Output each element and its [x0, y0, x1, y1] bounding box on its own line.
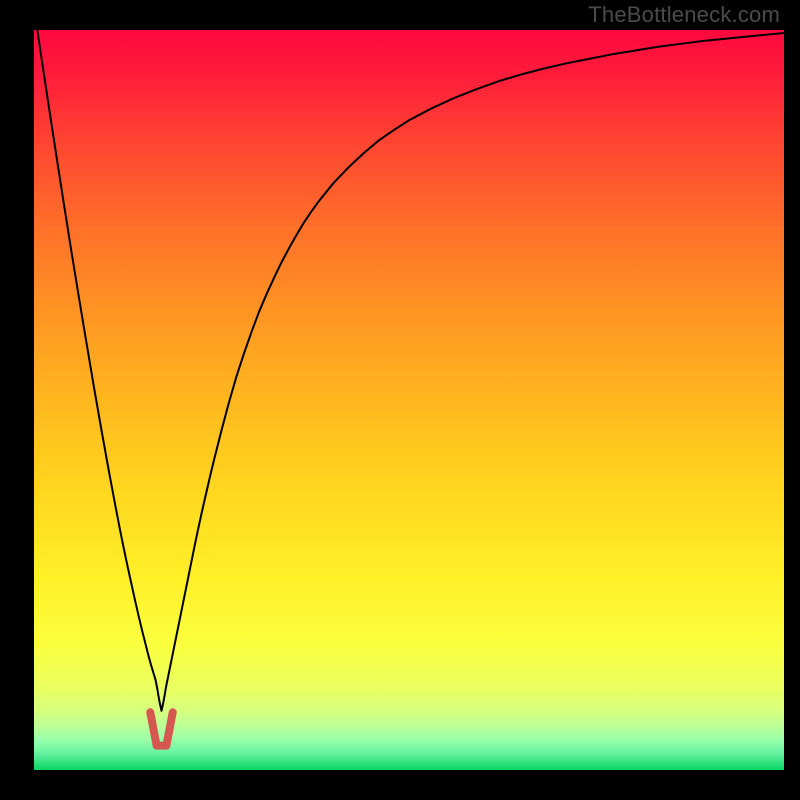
dip-marker-right — [166, 712, 172, 745]
curve-layer — [34, 30, 784, 770]
plot-area — [34, 30, 784, 770]
watermark-text: TheBottleneck.com — [588, 2, 780, 28]
figure-root: TheBottleneck.com — [0, 0, 800, 800]
bottleneck-curve — [34, 30, 784, 711]
dip-marker-left — [150, 712, 156, 745]
